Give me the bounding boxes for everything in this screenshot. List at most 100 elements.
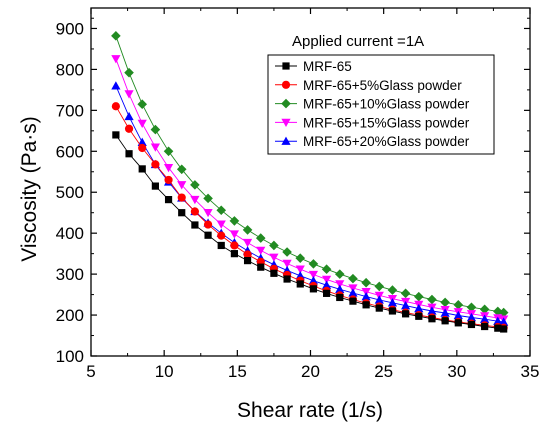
data-point [111, 31, 121, 41]
x-tick-label: 5 [86, 362, 95, 381]
data-point [203, 193, 213, 204]
y-axis-title: Viscosity (Pa·s) [18, 116, 41, 261]
y-tick-label: 600 [56, 142, 84, 161]
data-point [204, 231, 212, 239]
data-point [163, 163, 174, 173]
y-tick-label: 800 [56, 60, 84, 79]
data-point [216, 205, 227, 216]
data-point [335, 284, 345, 293]
data-point [296, 280, 304, 288]
data-point [308, 276, 319, 285]
data-point [493, 316, 503, 325]
data-point [190, 207, 199, 216]
data-point [400, 288, 411, 299]
data-point [467, 320, 476, 329]
data-point [203, 209, 213, 218]
data-point [256, 246, 266, 255]
y-tick-label: 100 [56, 347, 84, 366]
data-point [295, 265, 305, 274]
data-point [112, 131, 120, 139]
data-point [255, 233, 266, 243]
y-tick-label: 900 [56, 19, 84, 38]
data-point [229, 230, 240, 239]
x-tick-label: 10 [155, 362, 174, 381]
data-point [282, 247, 292, 257]
data-point [269, 240, 279, 251]
data-point [414, 303, 424, 313]
data-point [401, 301, 411, 310]
data-point [480, 314, 490, 323]
data-point [348, 273, 358, 284]
data-point [308, 259, 319, 269]
data-point [428, 315, 436, 323]
data-point [479, 304, 490, 315]
data-point [191, 221, 199, 229]
x-tick-label: 30 [447, 362, 466, 381]
legend-entry: MRF-65+5%Glass powder [275, 78, 462, 93]
series-layer [111, 31, 509, 333]
data-point [124, 67, 134, 78]
applied-current-annotation: Applied current =1A [292, 33, 424, 50]
legend-entry: MRF-65+15%Glass powder [275, 115, 470, 130]
legend-entry: MRF-65 [275, 59, 352, 74]
data-point [336, 293, 344, 302]
data-point [349, 297, 357, 305]
data-point [427, 294, 437, 305]
y-tick-label: 700 [56, 101, 84, 120]
legend-marker [281, 118, 291, 127]
data-point [124, 111, 134, 121]
series-3 [111, 31, 509, 318]
data-point [230, 250, 239, 258]
data-point [283, 275, 291, 283]
legend-label: MRF-65+10%Glass powder [303, 97, 470, 112]
data-point [309, 285, 318, 293]
legend-marker [281, 98, 291, 109]
legend-box [267, 54, 495, 155]
data-point [111, 102, 120, 111]
legend-label: MRF-65+5%Glass powder [303, 78, 462, 93]
legend-entry: MRF-65+20%Glass powder [275, 134, 470, 149]
data-point [374, 295, 384, 304]
data-point [308, 270, 319, 280]
data-point [177, 193, 186, 202]
legend-label: MRF-65+15%Glass powder [303, 115, 470, 130]
y-tick-label: 400 [56, 224, 84, 243]
data-point [150, 124, 161, 135]
data-point [150, 143, 160, 152]
data-point [176, 164, 187, 175]
data-point [499, 317, 509, 326]
data-point [361, 292, 371, 301]
data-point [402, 310, 410, 318]
y-tick-label: 300 [56, 265, 84, 284]
data-point [125, 150, 133, 158]
data-point [190, 195, 200, 205]
data-point [375, 304, 383, 312]
data-point [111, 55, 121, 64]
data-point [124, 90, 134, 99]
data-point [322, 289, 331, 297]
legend-label: MRF-65 [303, 59, 352, 74]
y-tick-label: 500 [56, 183, 84, 202]
legend-entry: MRF-65+10%Glass powder [275, 97, 470, 112]
legend-label: MRF-65+20%Glass powder [303, 134, 470, 149]
legend-marker [282, 62, 290, 70]
data-point [387, 298, 398, 307]
data-point [498, 307, 509, 318]
data-point [466, 302, 477, 313]
data-point [151, 182, 159, 190]
data-point [230, 241, 239, 250]
data-point [269, 253, 279, 262]
data-point [242, 225, 253, 235]
data-point [427, 306, 437, 315]
data-point [466, 312, 477, 322]
data-point [441, 317, 449, 325]
data-point [440, 297, 450, 308]
data-point [164, 175, 173, 185]
x-tick-label: 35 [521, 362, 540, 381]
data-point [229, 216, 240, 226]
data-point [387, 285, 398, 295]
y-tick-label: 200 [56, 306, 84, 325]
data-point [500, 325, 508, 333]
data-point [203, 220, 213, 229]
